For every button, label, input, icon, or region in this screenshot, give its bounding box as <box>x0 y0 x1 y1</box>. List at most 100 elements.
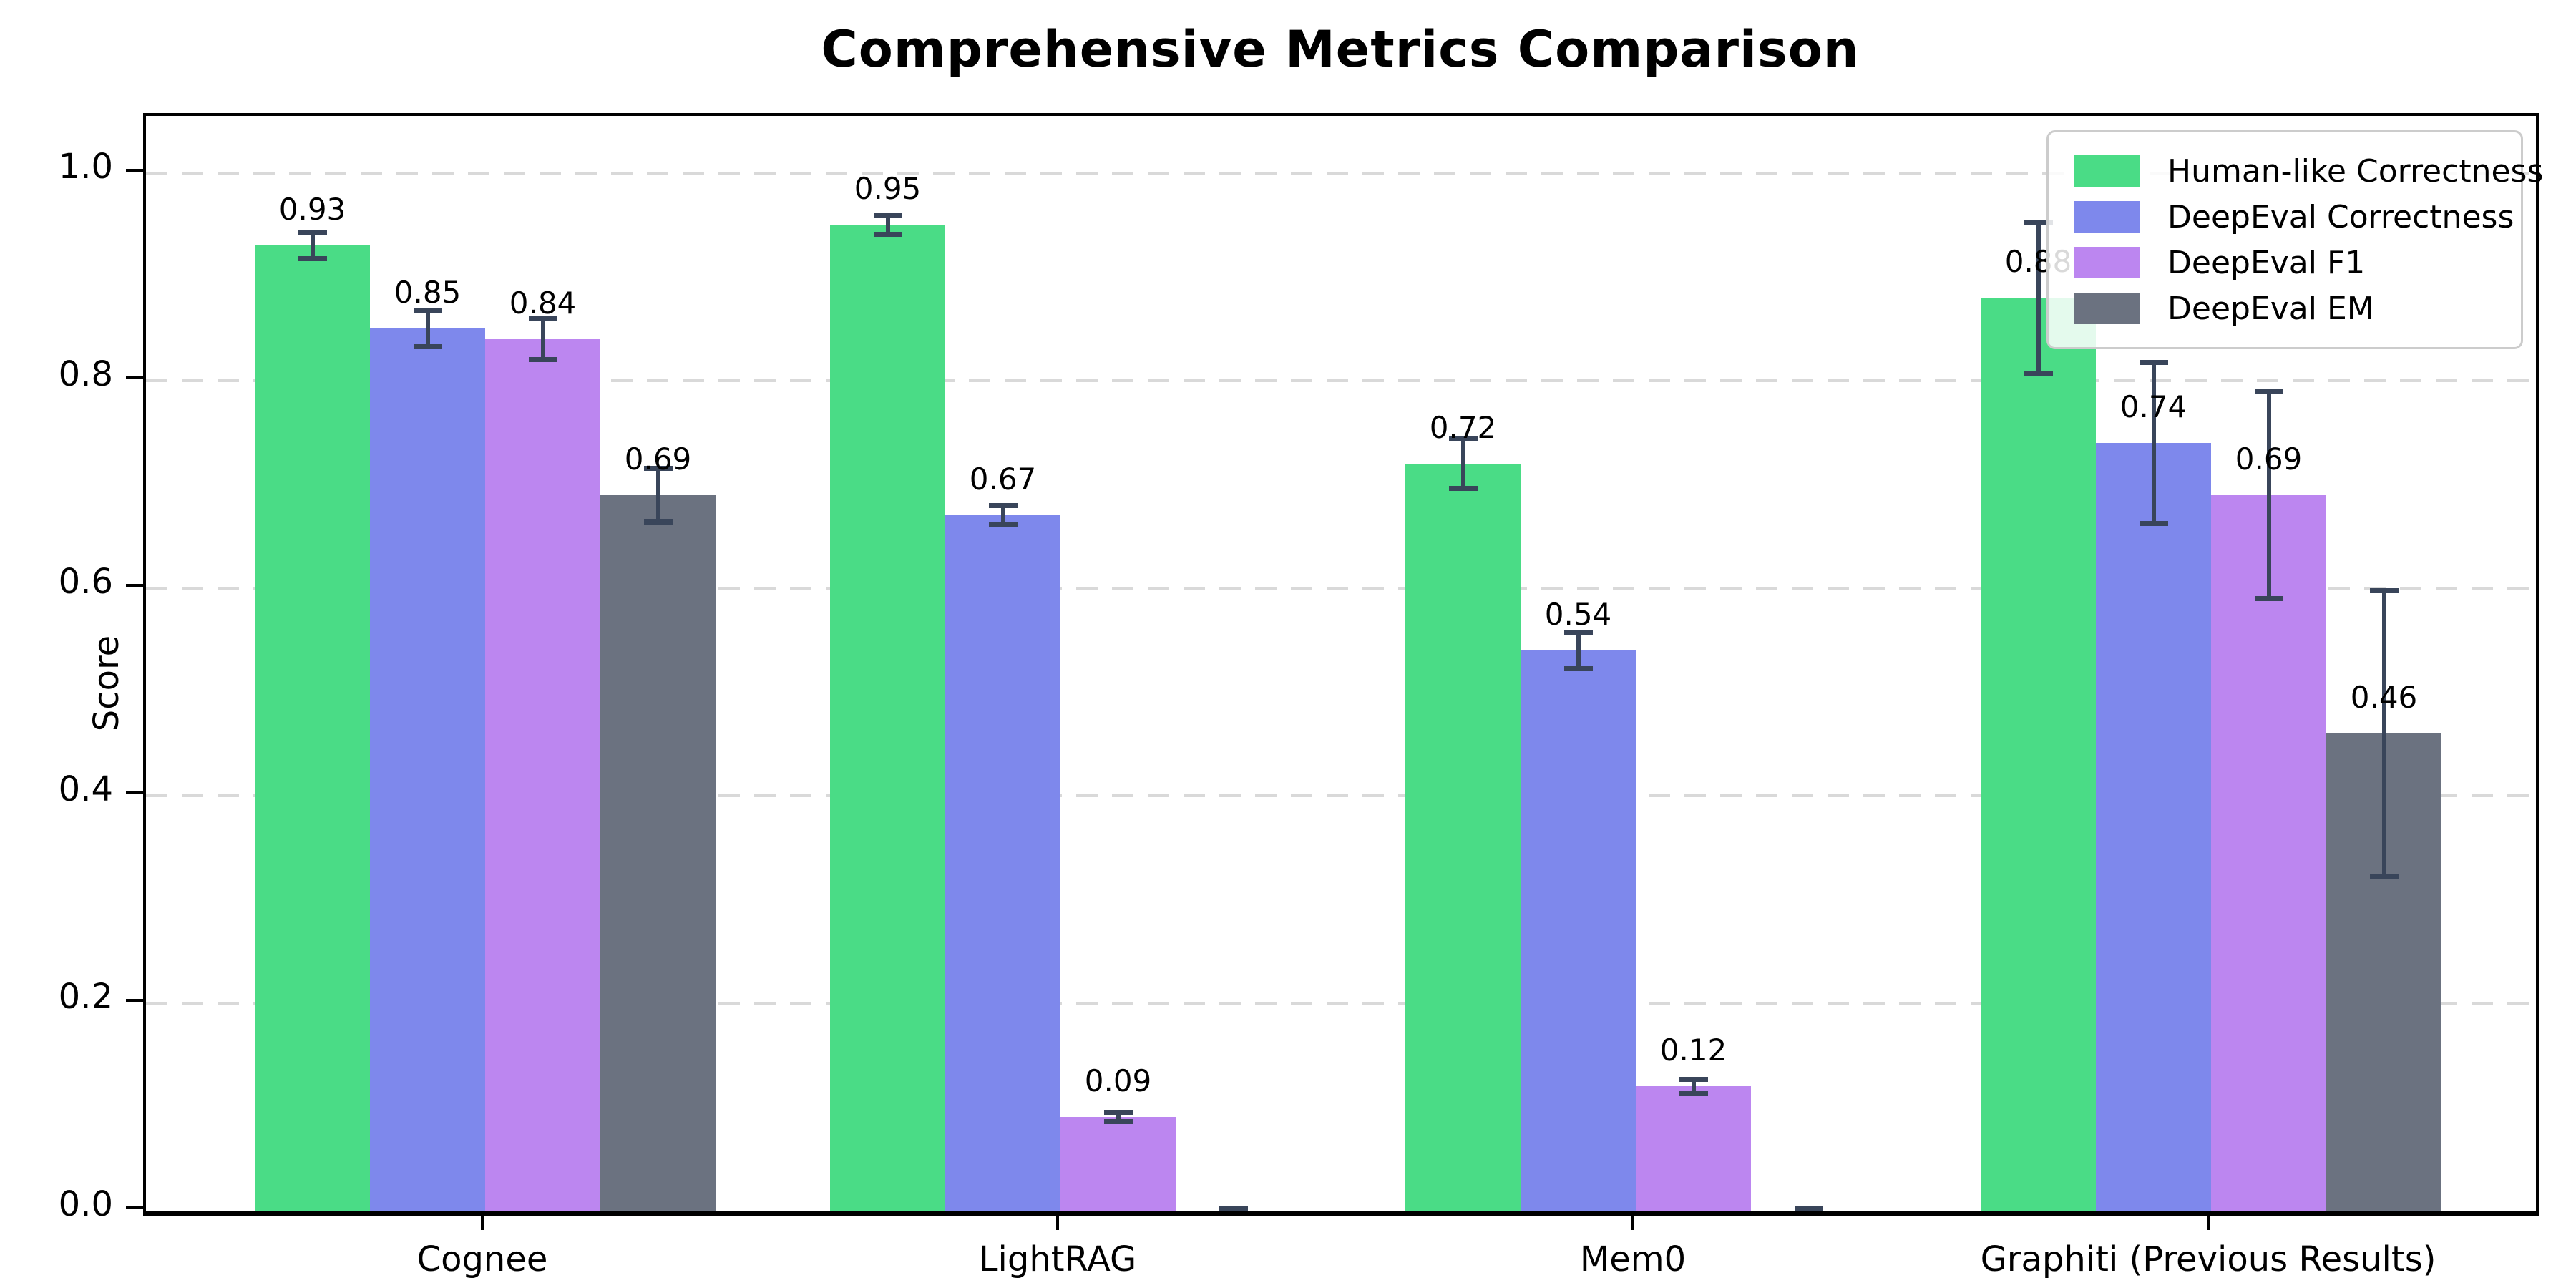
value-label: 0.72 <box>1429 410 1497 445</box>
error-bar-cap-bottom <box>988 522 1018 527</box>
error-bar <box>873 213 902 237</box>
error-bar-cap-bottom <box>1448 486 1478 491</box>
error-bar <box>988 503 1018 527</box>
y-tick-mark <box>126 584 143 587</box>
bar-human-like-correctness <box>1405 464 1521 1211</box>
x-tick-mark <box>2207 1213 2210 1230</box>
value-label: 0.67 <box>969 462 1037 497</box>
value-label: 0.69 <box>624 441 692 477</box>
x-tick-mark <box>481 1213 484 1230</box>
legend-item-1: Human-like Correctness <box>2074 148 2543 194</box>
error-bar-cap-top <box>2369 588 2399 593</box>
error-bar <box>1448 436 1478 491</box>
error-bar-stem <box>885 213 890 237</box>
x-tick-label-3: Mem0 <box>1579 1239 1687 1279</box>
error-bar-cap-bottom <box>1679 1091 1708 1096</box>
error-bar-stem <box>1576 630 1581 671</box>
value-label: 0.12 <box>1659 1033 1727 1068</box>
error-bar <box>643 466 673 525</box>
error-bar-stem <box>425 308 430 349</box>
error-bar-stem <box>1460 436 1465 491</box>
error-bar-cap-top <box>528 316 557 321</box>
x-tick-label-1: Cognee <box>416 1239 548 1279</box>
bar-deepeval-em <box>600 495 716 1211</box>
error-bar-cap-bottom <box>2024 371 2053 376</box>
y-tick-label: 0.8 <box>58 354 113 394</box>
value-label: 0.09 <box>1084 1063 1152 1098</box>
value-label: 0.46 <box>2350 680 2418 715</box>
error-bar-cap-bottom <box>2139 521 2168 526</box>
error-bar <box>1103 1110 1133 1124</box>
error-bar-cap-bottom <box>2254 596 2283 601</box>
error-bar-stem <box>2381 588 2386 879</box>
x-tick-label-2: LightRAG <box>978 1239 1137 1279</box>
error-bar-cap-top <box>1103 1110 1133 1115</box>
value-label: 0.95 <box>854 171 922 206</box>
legend-swatch-icon <box>2074 293 2140 324</box>
gridline-0.2 <box>146 1002 2536 1005</box>
value-label: 0.54 <box>1544 597 1612 632</box>
y-tick-label: 0.4 <box>58 769 113 809</box>
bar-human-like-correctness <box>830 225 945 1211</box>
gridline-0.4 <box>146 794 2536 797</box>
value-label: 0.85 <box>394 275 462 310</box>
x-tick-mark <box>1056 1213 1059 1230</box>
error-bar-cap-bottom <box>1103 1119 1133 1124</box>
legend-label: DeepEval EM <box>2167 290 2374 327</box>
error-bar <box>298 230 327 261</box>
error-bar-cap-bottom <box>643 519 673 525</box>
error-bar-cap-top <box>1219 1206 1248 1211</box>
error-bar <box>2139 360 2168 526</box>
legend-swatch-icon <box>2074 155 2140 187</box>
error-bar <box>2024 220 2053 376</box>
error-bar-cap-top <box>643 466 673 471</box>
error-bar-cap-top <box>873 213 902 218</box>
error-bar-stem <box>1116 1110 1121 1124</box>
error-bar-cap-top <box>1563 630 1593 635</box>
error-bar <box>2369 588 2399 879</box>
y-tick-label: 1.0 <box>58 147 113 187</box>
value-label: 0.69 <box>2235 441 2303 477</box>
error-bar-stem <box>2266 389 2271 601</box>
error-bar-stem <box>1000 503 1005 527</box>
error-bar-cap-top <box>988 503 1018 508</box>
value-label: 0.74 <box>2119 389 2187 424</box>
value-label: 0.84 <box>509 286 577 321</box>
bar-deepeval-correctness <box>945 515 1060 1211</box>
error-bar-cap-top <box>1679 1077 1708 1082</box>
y-tick-mark <box>126 791 143 794</box>
error-bar <box>413 308 442 349</box>
plot-area: Score 0.93 0.85 0.84 0.69 0.95 0.67 0.09 0.72 0.… <box>87 113 2543 1216</box>
y-tick-mark <box>126 376 143 379</box>
error-bar-cap-top <box>2139 360 2168 365</box>
y-tick-label: 0.6 <box>58 562 113 602</box>
bar-human-like-correctness <box>255 245 370 1211</box>
error-bar-stem <box>655 466 660 525</box>
error-bar-stem <box>2036 220 2041 376</box>
error-bar-cap-top <box>1448 436 1478 441</box>
y-tick-label: 0.2 <box>58 977 113 1017</box>
y-tick-mark <box>126 1206 143 1209</box>
bar-deepeval-correctness <box>1521 650 1636 1211</box>
legend: Human-like Correctness DeepEval Correctne… <box>2046 130 2543 349</box>
legend-swatch-icon <box>2074 247 2140 278</box>
error-bar <box>1563 630 1593 671</box>
error-bar-cap-bottom <box>1563 666 1593 671</box>
value-label: 0.93 <box>278 192 346 227</box>
error-bar-cap-bottom <box>298 256 327 261</box>
error-bar <box>1794 1206 1823 1211</box>
error-bar-cap-top <box>2254 389 2283 394</box>
chart-title: Comprehensive Metrics Comparison <box>821 20 1860 79</box>
legend-item-4: DeepEval EM <box>2074 286 2504 331</box>
y-tick-mark <box>126 169 143 172</box>
error-bar-stem <box>540 316 545 362</box>
y-axis-label: Score <box>87 635 127 732</box>
gridline-1 <box>146 172 2536 175</box>
error-bar-cap-top <box>1794 1206 1823 1211</box>
bar-deepeval-f1 <box>2211 495 2326 1211</box>
error-bar <box>2254 389 2283 601</box>
error-bar <box>1679 1077 1708 1096</box>
bar-deepeval-f1 <box>1636 1086 1751 1211</box>
gridline-0.6 <box>146 587 2536 590</box>
